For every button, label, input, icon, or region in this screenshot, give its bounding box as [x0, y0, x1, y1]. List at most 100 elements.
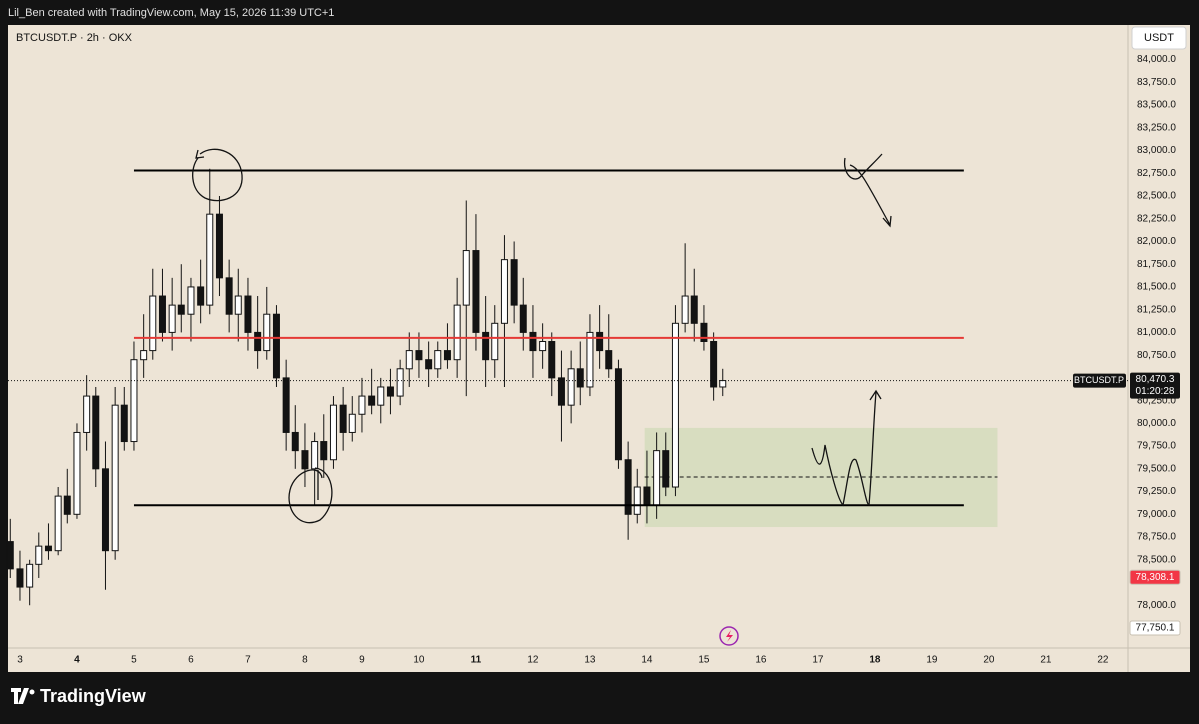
candle-body [35, 545, 43, 565]
y-tick-label: 81,500.0 [1137, 282, 1176, 293]
x-tick-label: 15 [698, 655, 710, 666]
y-tick-label: 80,000.0 [1137, 418, 1176, 429]
y-tick-label: 81,750.0 [1137, 259, 1176, 270]
candle-body [244, 295, 252, 333]
candle-body [140, 350, 148, 361]
candle-body [576, 368, 584, 388]
price-label: 77,750.1 [1136, 623, 1175, 634]
y-tick-label: 83,000.0 [1137, 145, 1176, 156]
candle-body [605, 350, 613, 370]
candle-body [624, 459, 632, 515]
y-tick-label: 82,500.0 [1137, 191, 1176, 202]
brand-icon [11, 688, 29, 704]
candle-body [54, 495, 62, 552]
x-tick-label: 10 [413, 655, 425, 666]
price-label: 78,308.1 [1136, 572, 1175, 583]
candle-body [26, 563, 34, 588]
candle-body [472, 250, 480, 333]
candle-body [491, 322, 499, 361]
candle-body [500, 259, 508, 324]
last-price-box [1130, 372, 1180, 399]
x-tick-label: 20 [983, 655, 995, 666]
candle-body [263, 313, 271, 352]
candle-body [386, 386, 394, 397]
y-tick-label: 80,750.0 [1137, 350, 1176, 361]
candle-body [567, 368, 575, 406]
x-tick-label: 17 [812, 655, 824, 666]
y-tick-label: 82,000.0 [1137, 236, 1176, 247]
candle-body [633, 486, 641, 515]
brand-logo: TradingView [11, 686, 147, 706]
y-tick-label: 84,000.0 [1137, 54, 1176, 65]
y-tick-label: 81,250.0 [1137, 304, 1176, 315]
last-price-name: BTCUSDT.P [1074, 375, 1124, 385]
candle-body [234, 295, 242, 315]
x-tick-label: 18 [869, 655, 881, 666]
candle-body [6, 541, 14, 570]
candle-body [614, 368, 622, 461]
y-tick-label: 83,250.0 [1137, 122, 1176, 133]
y-tick-label: 80,250.0 [1137, 395, 1176, 406]
candle-body [339, 404, 347, 433]
candle-body [415, 350, 423, 361]
candle-body [681, 295, 689, 324]
credit: Lil_Ben created with TradingView.com, Ma… [8, 7, 334, 19]
y-tick-label: 78,500.0 [1137, 554, 1176, 565]
currency-label[interactable]: USDT [1144, 32, 1174, 44]
candle-body [177, 304, 185, 315]
y-tick-label: 82,750.0 [1137, 168, 1176, 179]
candle-body [557, 377, 565, 406]
x-tick-label: 8 [302, 655, 308, 666]
candle-body [320, 441, 328, 461]
candle-body [254, 331, 262, 352]
y-tick-label: 78,000.0 [1137, 600, 1176, 611]
candle-body [710, 341, 718, 388]
y-tick-label: 79,000.0 [1137, 509, 1176, 520]
candle-body [111, 404, 119, 552]
candle-body [120, 404, 128, 443]
candle-body [443, 350, 451, 361]
candle-body [92, 395, 100, 470]
x-tick-label: 6 [188, 655, 194, 666]
currency-button[interactable] [1131, 26, 1187, 50]
y-tick-label: 83,750.0 [1137, 77, 1176, 88]
candle-body [482, 331, 490, 361]
candle-body [44, 545, 52, 552]
candle-body [311, 441, 319, 470]
x-tick-label: 12 [527, 655, 539, 666]
y-tick-label: 79,750.0 [1137, 441, 1176, 452]
candle-body [510, 259, 518, 306]
candle-body [197, 286, 205, 306]
candle-body [329, 404, 337, 461]
candle-body [130, 359, 138, 443]
invalidation-mark [843, 153, 892, 228]
candle-body [539, 341, 547, 352]
candle-body [519, 304, 527, 333]
candle-body [368, 395, 376, 406]
price-label-box [1129, 620, 1181, 636]
last-price-value: 80,470.3 [1136, 374, 1175, 385]
event-icon-bolt [726, 630, 733, 642]
plot-layer: 84,000.0 83,750.0 83,500.0 83,250.0 83,000.0… [6, 54, 1181, 666]
circle-top [192, 148, 243, 202]
x-tick-label: 11 [471, 655, 482, 666]
x-tick-label: 22 [1097, 655, 1109, 666]
candle-body [206, 213, 214, 306]
candle-body [396, 368, 404, 397]
y-tick-label: 81,000.0 [1137, 327, 1176, 338]
y-tick-label: 78,750.0 [1137, 532, 1176, 543]
hand-annotations [192, 148, 892, 524]
x-tick-label: 9 [359, 655, 365, 666]
x-tick-label: 7 [245, 655, 251, 666]
candle-body [671, 322, 679, 488]
last-price-countdown: 01:20:28 [1136, 386, 1175, 397]
candle-body [282, 377, 290, 433]
x-tick-label: 13 [584, 655, 596, 666]
candle-body [548, 341, 556, 379]
candle-body [377, 386, 385, 406]
brand-icon-dot [29, 689, 35, 695]
candle-body [719, 380, 727, 388]
event-icon[interactable] [719, 626, 739, 646]
candle-body [653, 450, 661, 506]
